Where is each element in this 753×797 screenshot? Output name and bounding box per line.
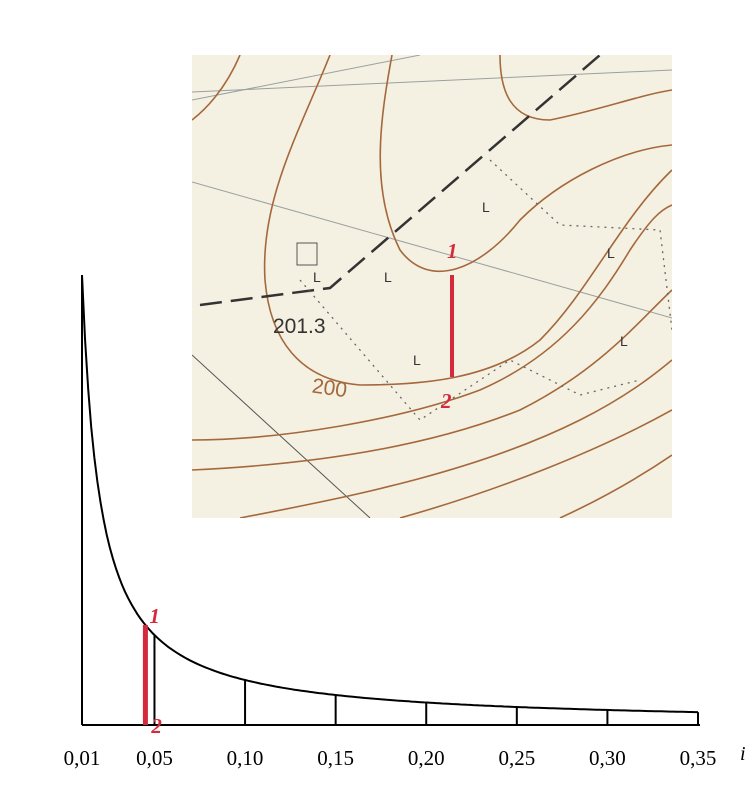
tick-label: 0,15 [317,746,354,770]
tick-label: 0,10 [227,746,264,770]
land-mark: L [384,269,392,285]
contour-label: 200 [311,375,349,403]
land-mark: L [607,245,615,261]
slope-scale: i 0,01 0,05 0,10 0,15 0,20 0,25 0,30 0,35 1 2 [64,274,746,770]
tick-label: 0,35 [680,746,717,770]
tick-label: 0,30 [589,746,626,770]
map-lines [192,55,672,518]
map: 201.3 200 L L L L L L 1 2 [192,55,672,518]
tick-label: 0,05 [136,746,173,770]
land-mark: L [313,269,321,285]
scale-point-1: 1 [149,604,160,628]
land-mark: L [482,199,490,215]
land-mark: L [413,352,421,368]
point-1: 1 [447,239,458,263]
tick-label: 0,25 [498,746,535,770]
scale-point-2: 2 [150,714,162,738]
axis-label: i [740,743,746,765]
scale-curve [81,274,698,714]
tick-label: 0,01 [64,746,101,770]
spot-height: 201.3 [273,315,326,338]
point-2: 2 [440,389,452,413]
land-mark: L [620,333,628,349]
tick-label: 0,20 [408,746,445,770]
map-background [192,55,672,518]
